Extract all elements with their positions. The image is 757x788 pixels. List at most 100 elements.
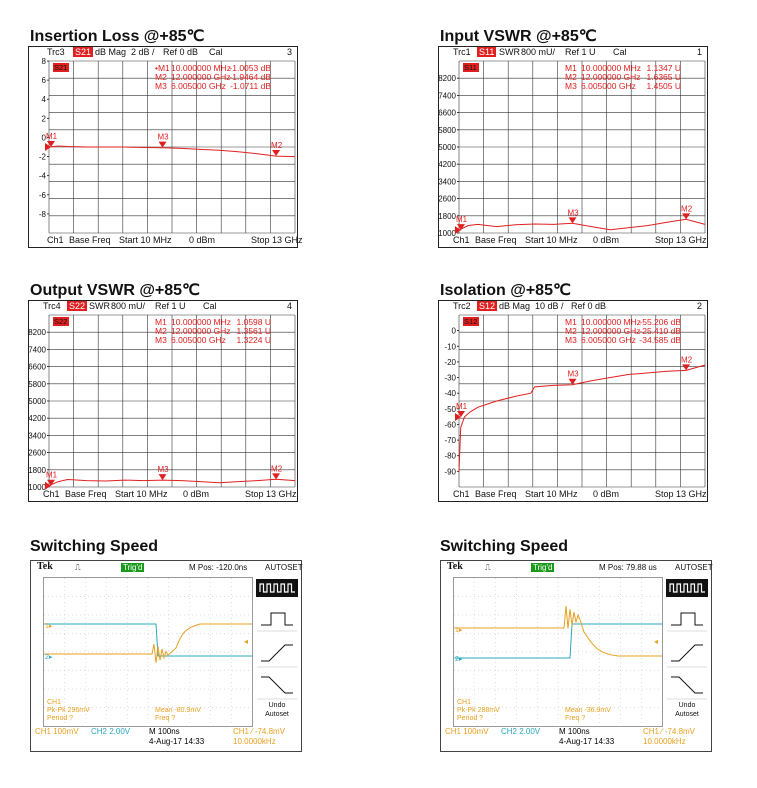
trig-status: Trig'd xyxy=(121,563,145,572)
marker-readout-freq: 10.000000 MHz xyxy=(581,317,641,327)
trace-label: Trc4 xyxy=(43,301,61,311)
undo-autoset-button[interactable]: Undo Autoset xyxy=(255,701,299,719)
marker-readout-freq: 12.000000 GHz xyxy=(581,326,641,336)
vna-svg: 8200 7400 6600 5800 5000 4200 3400 2600 1800 1000… xyxy=(29,314,296,492)
ch1-stats: CH1 Pk-Pk 288mV Period ? xyxy=(457,699,500,723)
ref-label: Ref 0 dB xyxy=(571,301,607,311)
trigger-state-icon: ⎍ xyxy=(75,563,81,572)
marker-readout-freq: 12.000000 GHz xyxy=(171,326,231,336)
marker-triangle xyxy=(682,364,691,371)
ch1-stat-label: CH1 xyxy=(457,699,472,706)
vna-plot-insertion-loss: Trc3 S21 dB Mag 2 dB / Ref 0 dB Cal 3 8 6… xyxy=(28,46,303,248)
marker-label: M3 xyxy=(568,208,580,217)
sparam-badge: S12 xyxy=(477,301,498,311)
side-buttons-svg[interactable] xyxy=(665,577,709,725)
marker-label: M2 xyxy=(271,464,283,473)
undo-autoset-button[interactable]: Undo Autoset xyxy=(665,701,709,719)
y-tick-label: 4 xyxy=(42,95,47,104)
mean-stats: Mean -80.9mV Freq ? xyxy=(155,707,201,723)
ch1-pkpk: Pk-Pk 288mV xyxy=(457,707,500,714)
start-arrow-icon xyxy=(45,481,51,490)
data-trace xyxy=(48,478,296,487)
vna-plot-input-vswr: Trc1 S11 SWR 800 mU/ Ref 1 U Cal 1 8200 7… xyxy=(438,46,708,248)
marker-readout-name: M2 xyxy=(155,326,167,336)
y-tick-label: 6600 xyxy=(439,109,457,118)
ch1-stats: CH1 Pk-Pk 296mV Period ? xyxy=(47,699,90,723)
scope-side-menu: Undo Autoset xyxy=(665,577,709,725)
marker-readout-freq: 10.000000 MHz xyxy=(581,63,641,73)
data-trace xyxy=(458,218,706,231)
scope-side-menu: Undo Autoset xyxy=(255,577,299,725)
format-label: dB Mag xyxy=(95,47,127,57)
sparam-badge: S21 xyxy=(73,47,94,57)
trace-label: Trc2 xyxy=(453,301,471,311)
marker-readout-freq: 10.000000 MHz xyxy=(171,63,231,73)
date-time: 4-Aug-17 14:33 xyxy=(559,737,615,746)
ch1-stat-label: CH1 xyxy=(47,699,62,706)
scope-screenshot-1: Tek ⎍ Trig'd M Pos: -120.0ns AUTOSET 1▸ 2… xyxy=(30,560,303,752)
rising-edge-icon xyxy=(261,644,293,662)
marker-triangle xyxy=(47,479,55,486)
y-tick-label: -4 xyxy=(39,172,47,181)
marker-readout-freq: 6.005000 GHz xyxy=(171,81,226,91)
trace-badge xyxy=(463,63,479,72)
data-trace xyxy=(48,145,296,158)
marker-readout-name: M2 xyxy=(565,326,577,336)
y-tick-label: 8 xyxy=(42,57,47,66)
mean-value: Mean -80.9mV xyxy=(155,707,201,714)
vna-footer: Ch1 Base Freq Start 10 MHz 0 dBm Stop 13… xyxy=(29,489,297,501)
marker-readout-name: M3 xyxy=(565,335,577,345)
footer-channel: Ch1 xyxy=(453,489,470,499)
footer-power: 0 dBm xyxy=(593,235,620,245)
marker-readout-value: -55.206 dB xyxy=(639,317,681,327)
panel-title-isolation: Isolation @+85℃ xyxy=(440,282,571,299)
y-tick-label: 3400 xyxy=(29,431,47,440)
trigger-state-icon: ⎍ xyxy=(485,563,491,572)
scope-svg: 1▸ 2▸ ◂ xyxy=(44,578,252,726)
scope-title-1: Switching Speed xyxy=(30,538,159,555)
marker-readout-freq: 12.000000 GHz xyxy=(581,72,641,82)
y-tick-label: 5000 xyxy=(439,143,457,152)
panel-title-input-vswr: Input VSWR @+85℃ xyxy=(440,28,597,45)
y-tick-label: 4200 xyxy=(29,414,47,423)
autoset-label: AUTOSET xyxy=(265,563,303,572)
marker-triangle xyxy=(457,224,465,231)
trigger-level: CH1 ⁄ -74.8mV xyxy=(233,727,286,736)
date-time: 4-Aug-17 14:33 xyxy=(149,737,205,746)
scope-screen: 1▸ 2▸ ◂ xyxy=(43,577,253,727)
footer-start: Start 10 MHz xyxy=(115,489,168,499)
marker-readout-name: M1 xyxy=(565,317,577,327)
trace-badge-label: S12 xyxy=(464,317,477,326)
scale-label: 800 mU/ xyxy=(521,47,556,57)
y-tick-label: 2600 xyxy=(439,195,457,204)
vna-footer: Ch1 Base Freq Start 10 MHz 0 dBm Stop 13… xyxy=(439,235,707,247)
scale-label: 2 dB / xyxy=(131,47,155,57)
side-buttons-svg[interactable] xyxy=(255,577,299,725)
y-tick-label: 2600 xyxy=(29,449,47,458)
marker-label: M1 xyxy=(456,215,468,224)
panel-title-output-vswr: Output VSWR @+85℃ xyxy=(30,282,201,299)
ch1-waveform xyxy=(44,623,252,663)
marker-readout-freq: 6.005000 GHz xyxy=(581,335,636,345)
marker-readout-value: 1.1347 U xyxy=(647,63,682,73)
ch1-level-marker: 1▸ xyxy=(455,627,463,634)
tek-logo: Tek xyxy=(37,561,53,572)
marker-readout-freq: 6.005000 GHz xyxy=(581,81,636,91)
marker-label: M1 xyxy=(46,132,58,141)
ch2-waveform xyxy=(454,623,662,659)
timebase: M 100ns xyxy=(149,727,180,736)
scope-screen: 1▸ 2▸ ◂ xyxy=(453,577,663,727)
cal-label: Cal xyxy=(209,47,223,57)
cal-label: Cal xyxy=(613,47,627,57)
marker-triangle xyxy=(568,378,577,385)
marker-label: M3 xyxy=(568,370,580,379)
marker-readout-name: M3 xyxy=(565,81,577,91)
sparam-badge: S11 xyxy=(477,47,497,57)
timebase: M 100ns xyxy=(559,727,590,736)
tek-logo: Tek xyxy=(447,561,463,572)
trace-badge-label: S11 xyxy=(464,63,477,72)
marker-readout-value: -1.9464 dB xyxy=(229,72,271,82)
marker-label: M2 xyxy=(681,204,693,213)
